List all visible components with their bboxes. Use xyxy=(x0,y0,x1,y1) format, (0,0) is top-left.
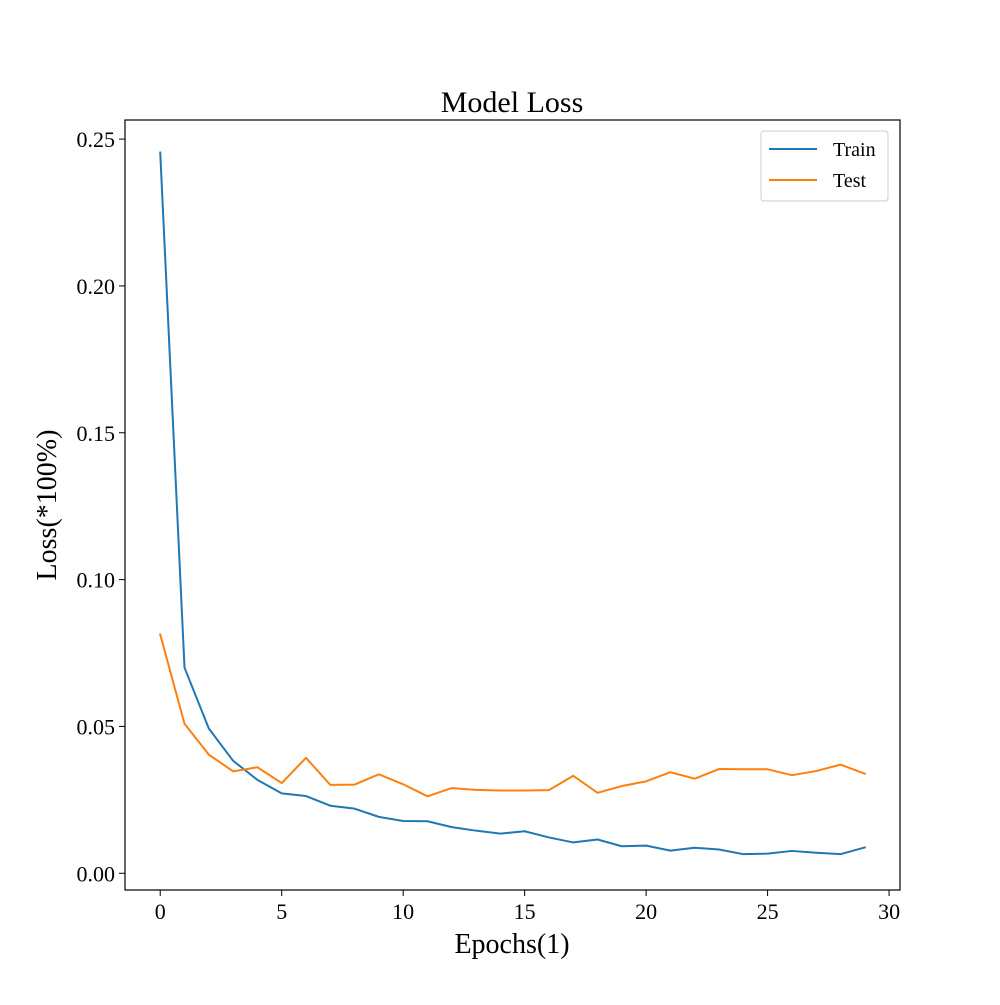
x-tick-label: 5 xyxy=(276,899,287,924)
y-tick-label: 0.00 xyxy=(77,861,116,886)
x-tick-label: 25 xyxy=(757,899,779,924)
x-tick-label: 15 xyxy=(514,899,536,924)
x-tick-label: 20 xyxy=(635,899,657,924)
legend-label-test: Test xyxy=(833,170,866,192)
series-line-train xyxy=(159,151,867,856)
legend-label-train: Train xyxy=(833,139,876,161)
x-tick-label: 30 xyxy=(878,899,900,924)
y-axis: 0.00 0.05 0.10 0.15 0.20 0.25 xyxy=(77,127,125,886)
x-axis: 0 5 10 15 20 25 30 xyxy=(155,890,900,924)
series-layer xyxy=(159,151,867,856)
y-tick-label: 0.20 xyxy=(77,274,116,299)
x-tick-label: 10 xyxy=(392,899,414,924)
y-tick-label: 0.05 xyxy=(77,714,116,739)
x-tick-label: 0 xyxy=(155,899,166,924)
chart-title: Model Loss xyxy=(441,86,584,119)
legend: Train Test xyxy=(760,130,889,202)
y-tick-label: 0.15 xyxy=(77,421,116,446)
y-axis-title: Loss(*100%) xyxy=(32,430,63,581)
x-axis-title: Epochs(1) xyxy=(454,929,569,960)
plot-frame xyxy=(124,119,901,891)
series-line-test xyxy=(159,633,867,798)
y-tick-label: 0.25 xyxy=(77,127,116,152)
y-tick-label: 0.10 xyxy=(77,568,116,593)
